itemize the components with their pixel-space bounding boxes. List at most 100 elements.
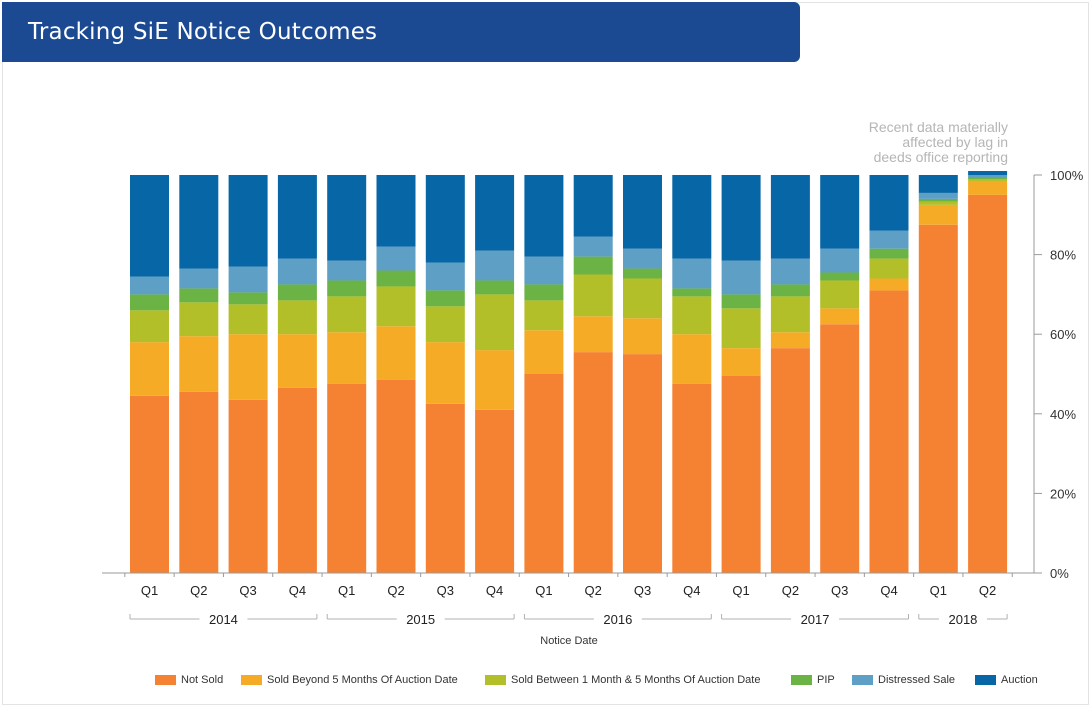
x-tick-label: Q1: [338, 583, 355, 598]
x-tick-label: Q4: [880, 583, 897, 598]
bar-segment-pip: [672, 288, 712, 297]
bar-segment-auction: [130, 175, 169, 277]
bar-segment-sold-beyond-5-months-of-auction-date: [721, 348, 761, 376]
bar-segment-sold-between-1-month-5-months-of-auction-date: [277, 300, 317, 335]
bar-segment-auction: [820, 175, 860, 249]
page-title: Tracking SiE Notice Outcomes: [28, 19, 378, 45]
bar-segment-sold-between-1-month-5-months-of-auction-date: [968, 178, 1008, 181]
bar-segment-not-sold: [820, 324, 860, 573]
bar-segment-not-sold: [623, 354, 662, 573]
legend-swatch: [485, 675, 506, 685]
bar-segment-sold-between-1-month-5-months-of-auction-date: [623, 278, 662, 319]
bar-segment-pip: [968, 176, 1008, 179]
bar-segment-not-sold: [573, 352, 613, 573]
legend-swatch: [975, 675, 996, 685]
bar-segment-sold-beyond-5-months-of-auction-date: [573, 316, 613, 353]
bar-segment-not-sold: [918, 224, 958, 573]
bar-segment-auction: [869, 175, 909, 231]
year-label-bg: [199, 611, 248, 627]
year-label: 2017: [801, 612, 830, 627]
bar-segment-pip: [425, 290, 465, 307]
bar-segment-sold-between-1-month-5-months-of-auction-date: [327, 296, 367, 333]
bar-segment-sold-between-1-month-5-months-of-auction-date: [524, 300, 564, 331]
legend-swatch: [791, 675, 812, 685]
data-lag-note: Recent data materially affected by lag i…: [869, 120, 1008, 165]
bar-segment-sold-between-1-month-5-months-of-auction-date: [475, 294, 515, 351]
legend-item: Auction: [975, 674, 1038, 686]
legend-label: PIP: [817, 674, 835, 686]
bar-segment-sold-between-1-month-5-months-of-auction-date: [376, 286, 416, 327]
legend-label: Not Sold: [181, 674, 224, 686]
bar-segment-sold-beyond-5-months-of-auction-date: [228, 334, 268, 400]
bar-segment-distressed-sale: [228, 266, 268, 293]
bar-segment-sold-between-1-month-5-months-of-auction-date: [721, 308, 761, 349]
bar-segment-sold-beyond-5-months-of-auction-date: [130, 342, 169, 396]
bar-segment-sold-beyond-5-months-of-auction-date: [277, 334, 317, 388]
bar-segment-pip: [327, 280, 367, 297]
bar-segment-pip: [524, 284, 564, 301]
bar-segment-sold-between-1-month-5-months-of-auction-date: [179, 302, 219, 337]
legend-item: Not Sold: [155, 674, 223, 686]
bar-segment-sold-beyond-5-months-of-auction-date: [968, 180, 1008, 195]
bar-segment-sold-between-1-month-5-months-of-auction-date: [869, 258, 909, 279]
bar-segment-pip: [918, 198, 958, 202]
title-banner: Tracking SiE Notice Outcomes: [2, 2, 800, 62]
x-tick-label: Q4: [683, 583, 700, 598]
bar-segment-distressed-sale: [475, 250, 515, 281]
x-tick-label: Q4: [289, 583, 306, 598]
bar-segment-pip: [770, 284, 810, 297]
legend-swatch: [241, 675, 262, 685]
x-tick-label: Q3: [831, 583, 848, 598]
bar-segment-sold-beyond-5-months-of-auction-date: [770, 332, 810, 349]
bar-segment-distressed-sale: [968, 175, 1008, 177]
year-label: 2016: [603, 612, 632, 627]
year-label-bg: [396, 611, 445, 627]
bar-segment-not-sold: [475, 409, 515, 573]
legend-label: Distressed Sale: [878, 674, 956, 686]
bar-segment-not-sold: [376, 379, 416, 573]
bar-segment-pip: [228, 292, 268, 305]
year-label-bg: [791, 611, 840, 627]
y-tick-label: 80%: [1050, 248, 1076, 263]
bar-segment-pip: [820, 272, 860, 281]
bar-segment-auction: [968, 171, 1008, 175]
y-tick-label: 60%: [1050, 327, 1076, 342]
legend-item: PIP: [791, 674, 835, 686]
bar-segment-sold-between-1-month-5-months-of-auction-date: [425, 306, 465, 343]
y-tick-label: 0%: [1050, 566, 1069, 581]
bar-segment-distressed-sale: [770, 258, 810, 285]
bar-segment-auction: [327, 175, 367, 261]
x-tick-label: Q2: [190, 583, 207, 598]
chart-legend: Not Sold Sold Beyond 5 Months Of Auction …: [0, 674, 1092, 690]
bar-segment-distressed-sale: [573, 236, 613, 257]
bar-segment-pip: [623, 268, 662, 279]
bar-segment-sold-between-1-month-5-months-of-auction-date: [770, 296, 810, 333]
bar-segment-distressed-sale: [672, 258, 712, 289]
bar-segment-not-sold: [672, 383, 712, 573]
bar-segment-distressed-sale: [425, 262, 465, 291]
bar-segment-sold-between-1-month-5-months-of-auction-date: [573, 274, 613, 317]
bar-segment-sold-between-1-month-5-months-of-auction-date: [130, 310, 169, 343]
bar-segment-sold-beyond-5-months-of-auction-date: [524, 330, 564, 374]
note-line: affected by lag in: [902, 134, 1008, 150]
bar-segment-not-sold: [425, 403, 465, 573]
bar-segment-sold-beyond-5-months-of-auction-date: [918, 204, 958, 225]
bar-segment-not-sold: [277, 387, 317, 573]
bar-segment-pip: [130, 294, 169, 311]
bar-segment-pip: [869, 248, 909, 259]
bar-segment-auction: [228, 175, 268, 267]
bar-segment-not-sold: [770, 348, 810, 573]
bar-segment-not-sold: [228, 399, 268, 573]
bar-segment-pip: [573, 256, 613, 275]
bar-segment-sold-between-1-month-5-months-of-auction-date: [672, 296, 712, 335]
bar-segment-auction: [425, 175, 465, 263]
bar-segment-distressed-sale: [376, 246, 416, 271]
bar-segment-sold-beyond-5-months-of-auction-date: [672, 334, 712, 384]
x-tick-label: Q1: [141, 583, 158, 598]
bar-segment-distressed-sale: [869, 230, 909, 249]
bar-segment-auction: [672, 175, 712, 259]
bar-segment-pip: [277, 284, 317, 301]
legend-item: Sold Between 1 Month & 5 Months Of Aucti…: [485, 674, 760, 686]
bar-segment-auction: [277, 175, 317, 259]
